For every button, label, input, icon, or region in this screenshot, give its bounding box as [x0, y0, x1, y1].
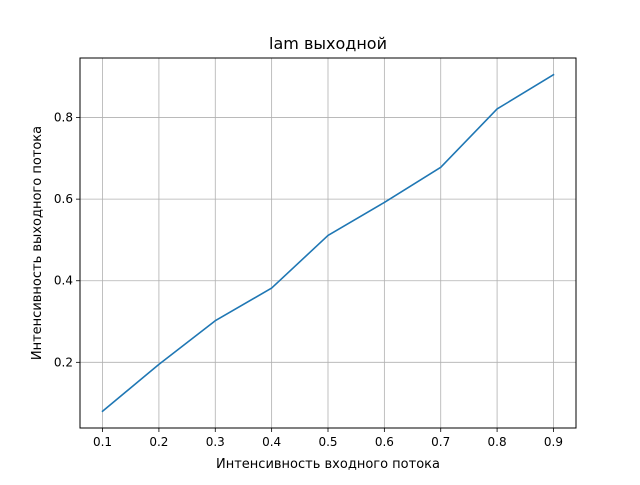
x-tick-label: 0.6: [375, 435, 394, 449]
y-tick-label: 0.8: [54, 111, 73, 125]
x-tick-label: 0.2: [149, 435, 168, 449]
y-axis-label: Интенсивность выходного потока: [30, 126, 45, 360]
grid: [80, 58, 576, 428]
chart-title: lam выходной: [269, 34, 387, 53]
y-tick-label: 0.4: [54, 274, 73, 288]
x-tick-label: 0.7: [431, 435, 450, 449]
x-axis-label: Интенсивность входного потока: [216, 457, 440, 472]
x-tick-label: 0.3: [206, 435, 225, 449]
x-tick-label: 0.4: [262, 435, 281, 449]
y-tick-label: 0.6: [54, 192, 73, 206]
x-tick-label: 0.9: [544, 435, 563, 449]
ticks: 0.1 0.2 0.3 0.4 0.5 0.6 0.7 0.8 0.9 0.2 0.4 0.6 0.8: [54, 111, 563, 449]
x-tick-label: 0.5: [318, 435, 337, 449]
y-tick-label: 0.2: [54, 355, 73, 369]
x-tick-label: 0.1: [93, 435, 112, 449]
x-tick-label: 0.8: [488, 435, 507, 449]
